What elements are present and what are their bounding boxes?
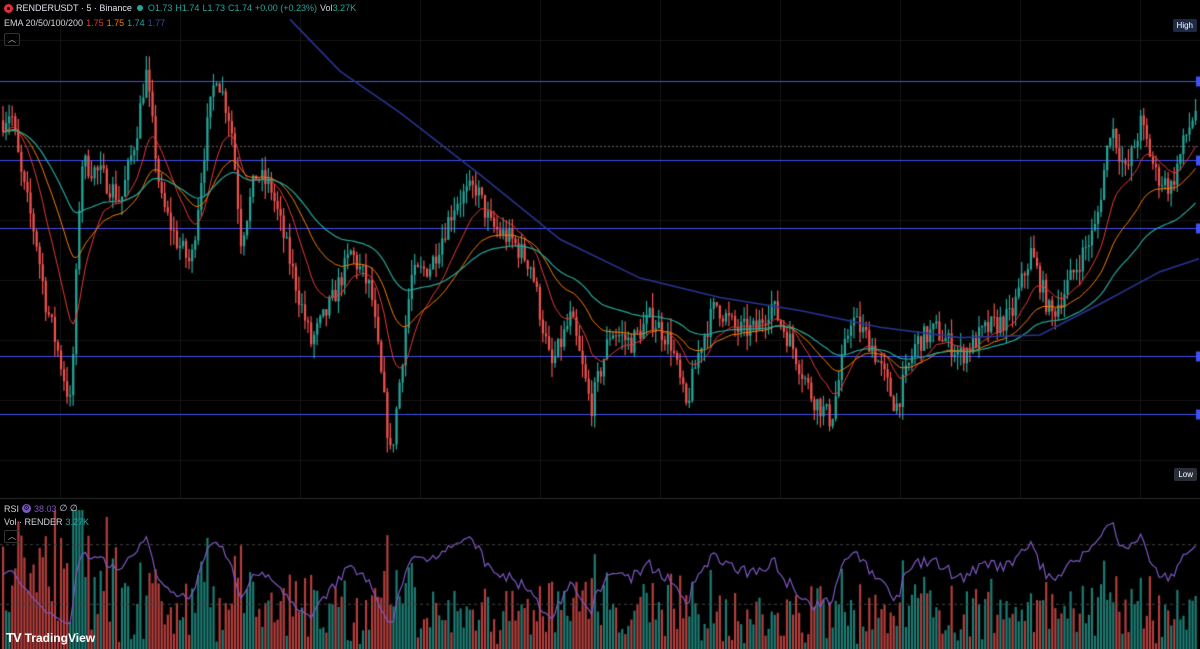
ema20-value: 1.75	[86, 18, 104, 28]
symbol-title[interactable]: RENDERUSDT · 5 · Binance	[16, 3, 132, 13]
ohlc-close: C1.74	[227, 3, 252, 13]
ohlc-open: O1.73	[147, 3, 173, 13]
rsi-value: 38.03	[34, 503, 57, 514]
ema200-value: 1.77	[147, 18, 166, 28]
symbol-logo-icon	[4, 3, 13, 13]
rsi-extra: ∅ ∅	[59, 503, 78, 513]
collapse-pane-button[interactable]: ︿	[4, 530, 20, 543]
volume-value: 3.27K	[65, 517, 90, 527]
tradingview-logo[interactable]: TV TradingView	[6, 630, 95, 645]
rsi-legend[interactable]: RSI ⚙ 38.03 ∅ ∅	[4, 503, 78, 514]
ema100-value: 1.74	[127, 18, 145, 28]
volume-label: Vol · RENDER	[4, 517, 63, 527]
rsi-settings-icon[interactable]: ⚙	[22, 504, 32, 513]
ema-legend[interactable]: EMA 20/50/100/200 1.75 1.75 1.74 1.77	[4, 18, 165, 28]
ema50-value: 1.75	[106, 18, 125, 28]
ohlc-change: +0.00 (+0.23%)	[255, 3, 318, 13]
chevron-up-icon: ︿	[8, 35, 16, 44]
low-price-badge: Low	[1174, 468, 1197, 481]
volume-inline-label: Vol	[320, 3, 333, 13]
chevron-up-icon: ︿	[8, 532, 16, 541]
volume-legend[interactable]: Vol · RENDER 3.27K	[4, 517, 89, 527]
ema-label: EMA 20/50/100/200	[4, 18, 84, 28]
tradingview-logo-icon: TV	[6, 630, 22, 645]
volume-inline-value: 3.27K	[332, 3, 357, 13]
collapse-legend-button[interactable]: ︿	[4, 33, 20, 46]
high-price-badge: High	[1172, 19, 1197, 32]
market-status-icon	[136, 5, 143, 11]
tradingview-wordmark: TradingView	[24, 630, 96, 645]
symbol-legend: RENDERUSDT · 5 · Binance O1.73 H1.74 L1.…	[4, 3, 356, 13]
ohlc-high: H1.74	[175, 3, 200, 13]
rsi-label: RSI	[4, 503, 20, 514]
ohlc-low: L1.73	[202, 3, 225, 13]
